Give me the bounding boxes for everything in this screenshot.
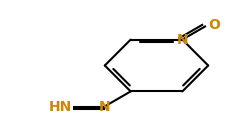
Text: HN: HN	[48, 100, 72, 114]
Text: O: O	[209, 18, 221, 32]
Text: N: N	[177, 33, 188, 47]
Text: N: N	[99, 100, 111, 114]
